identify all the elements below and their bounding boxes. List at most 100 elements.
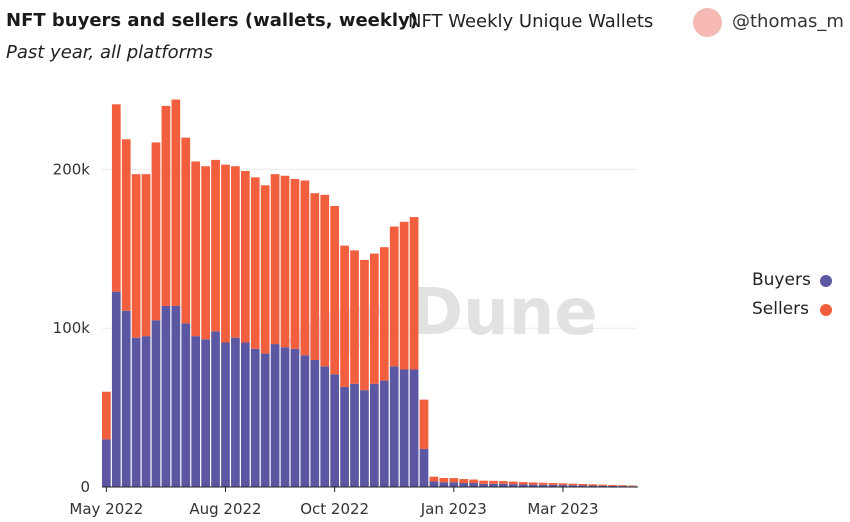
- bar-sellers[interactable]: [221, 164, 230, 343]
- bar-sellers[interactable]: [389, 226, 399, 367]
- bar-buyers[interactable]: [240, 342, 250, 487]
- bar-buyers[interactable]: [399, 369, 409, 487]
- bar-sellers[interactable]: [608, 484, 617, 486]
- bar-sellers[interactable]: [429, 476, 439, 482]
- bar-sellers[interactable]: [568, 483, 578, 486]
- bar-buyers[interactable]: [449, 482, 459, 487]
- bar-buyers[interactable]: [489, 483, 498, 487]
- bar-sellers[interactable]: [538, 482, 548, 485]
- bar-buyers[interactable]: [141, 336, 151, 487]
- bar-buyers[interactable]: [588, 485, 598, 487]
- bar-sellers[interactable]: [370, 253, 379, 384]
- bar-buyers[interactable]: [578, 485, 588, 487]
- bar-sellers[interactable]: [330, 205, 340, 375]
- bar-sellers[interactable]: [508, 481, 518, 485]
- bar-buyers[interactable]: [330, 374, 340, 487]
- bar-buyers[interactable]: [429, 481, 439, 487]
- bar-buyers[interactable]: [151, 320, 161, 487]
- bar-sellers[interactable]: [280, 175, 290, 348]
- bar-buyers[interactable]: [171, 305, 181, 487]
- bar-sellers[interactable]: [360, 259, 369, 391]
- bar-buyers[interactable]: [370, 383, 379, 487]
- bar-buyers[interactable]: [558, 485, 568, 487]
- bar-buyers[interactable]: [250, 348, 260, 487]
- bar-sellers[interactable]: [290, 178, 300, 349]
- bar-sellers[interactable]: [191, 161, 201, 337]
- bar-sellers[interactable]: [419, 399, 429, 449]
- bar-buyers[interactable]: [409, 369, 419, 487]
- bar-sellers[interactable]: [211, 159, 220, 332]
- bar-buyers[interactable]: [161, 305, 171, 487]
- bar-sellers[interactable]: [111, 104, 121, 292]
- bar-sellers[interactable]: [260, 185, 270, 354]
- bar-buyers[interactable]: [260, 353, 270, 487]
- bar-buyers[interactable]: [350, 383, 359, 487]
- bar-buyers[interactable]: [340, 386, 349, 487]
- chart-name[interactable]: NFT Weekly Unique Wallets: [408, 11, 654, 32]
- bar-buyers[interactable]: [320, 366, 330, 487]
- bar-sellers[interactable]: [518, 482, 528, 485]
- bar-sellers[interactable]: [588, 484, 598, 486]
- bar-buyers[interactable]: [360, 390, 369, 487]
- bar-buyers[interactable]: [548, 484, 558, 487]
- bar-sellers[interactable]: [499, 481, 508, 484]
- bar-sellers[interactable]: [528, 482, 538, 485]
- bar-sellers[interactable]: [181, 137, 191, 324]
- bar-buyers[interactable]: [181, 323, 191, 487]
- user-avatar[interactable]: [693, 8, 722, 37]
- bar-sellers[interactable]: [628, 485, 637, 487]
- bar-buyers[interactable]: [518, 484, 528, 487]
- bar-sellers[interactable]: [598, 484, 608, 486]
- bar-sellers[interactable]: [548, 483, 558, 485]
- bar-buyers[interactable]: [300, 355, 310, 487]
- bar-buyers[interactable]: [439, 482, 449, 487]
- bar-sellers[interactable]: [102, 391, 111, 440]
- bar-buyers[interactable]: [499, 483, 508, 487]
- bar-buyers[interactable]: [469, 483, 478, 487]
- bar-buyers[interactable]: [479, 483, 488, 487]
- bar-sellers[interactable]: [479, 480, 488, 484]
- bar-sellers[interactable]: [121, 139, 131, 311]
- bar-sellers[interactable]: [231, 166, 240, 338]
- bar-sellers[interactable]: [449, 478, 459, 483]
- bar-buyers[interactable]: [568, 485, 578, 487]
- bar-sellers[interactable]: [379, 247, 389, 381]
- bar-sellers[interactable]: [439, 477, 449, 483]
- bar-sellers[interactable]: [310, 193, 320, 360]
- bar-sellers[interactable]: [201, 166, 210, 340]
- bar-buyers[interactable]: [310, 359, 320, 487]
- bar-sellers[interactable]: [131, 174, 141, 338]
- bar-sellers[interactable]: [340, 245, 349, 387]
- bar-buyers[interactable]: [201, 339, 210, 487]
- bar-buyers[interactable]: [121, 310, 131, 487]
- bar-buyers[interactable]: [459, 483, 469, 487]
- bar-buyers[interactable]: [608, 485, 617, 487]
- bar-buyers[interactable]: [508, 484, 518, 487]
- bar-buyers[interactable]: [290, 348, 300, 487]
- bar-sellers[interactable]: [409, 217, 419, 370]
- bar-buyers[interactable]: [270, 344, 280, 487]
- bar-sellers[interactable]: [141, 174, 151, 337]
- bar-buyers[interactable]: [538, 484, 548, 487]
- bar-sellers[interactable]: [320, 194, 330, 367]
- bar-buyers[interactable]: [280, 347, 290, 487]
- bar-sellers[interactable]: [459, 479, 469, 484]
- bar-sellers[interactable]: [350, 250, 359, 384]
- bar-buyers[interactable]: [221, 342, 230, 487]
- bar-sellers[interactable]: [240, 170, 250, 343]
- bar-buyers[interactable]: [419, 448, 429, 487]
- bar-buyers[interactable]: [389, 366, 399, 487]
- bar-buyers[interactable]: [211, 331, 220, 487]
- bar-sellers[interactable]: [161, 105, 171, 306]
- bar-sellers[interactable]: [558, 483, 568, 486]
- bar-sellers[interactable]: [171, 99, 181, 306]
- bar-buyers[interactable]: [111, 291, 121, 487]
- bar-buyers[interactable]: [102, 439, 111, 487]
- bar-sellers[interactable]: [300, 180, 310, 356]
- bar-buyers[interactable]: [191, 336, 201, 487]
- bar-sellers[interactable]: [489, 480, 498, 484]
- bar-sellers[interactable]: [151, 142, 161, 321]
- bar-sellers[interactable]: [618, 485, 627, 487]
- bar-buyers[interactable]: [598, 485, 608, 487]
- bar-sellers[interactable]: [469, 479, 478, 484]
